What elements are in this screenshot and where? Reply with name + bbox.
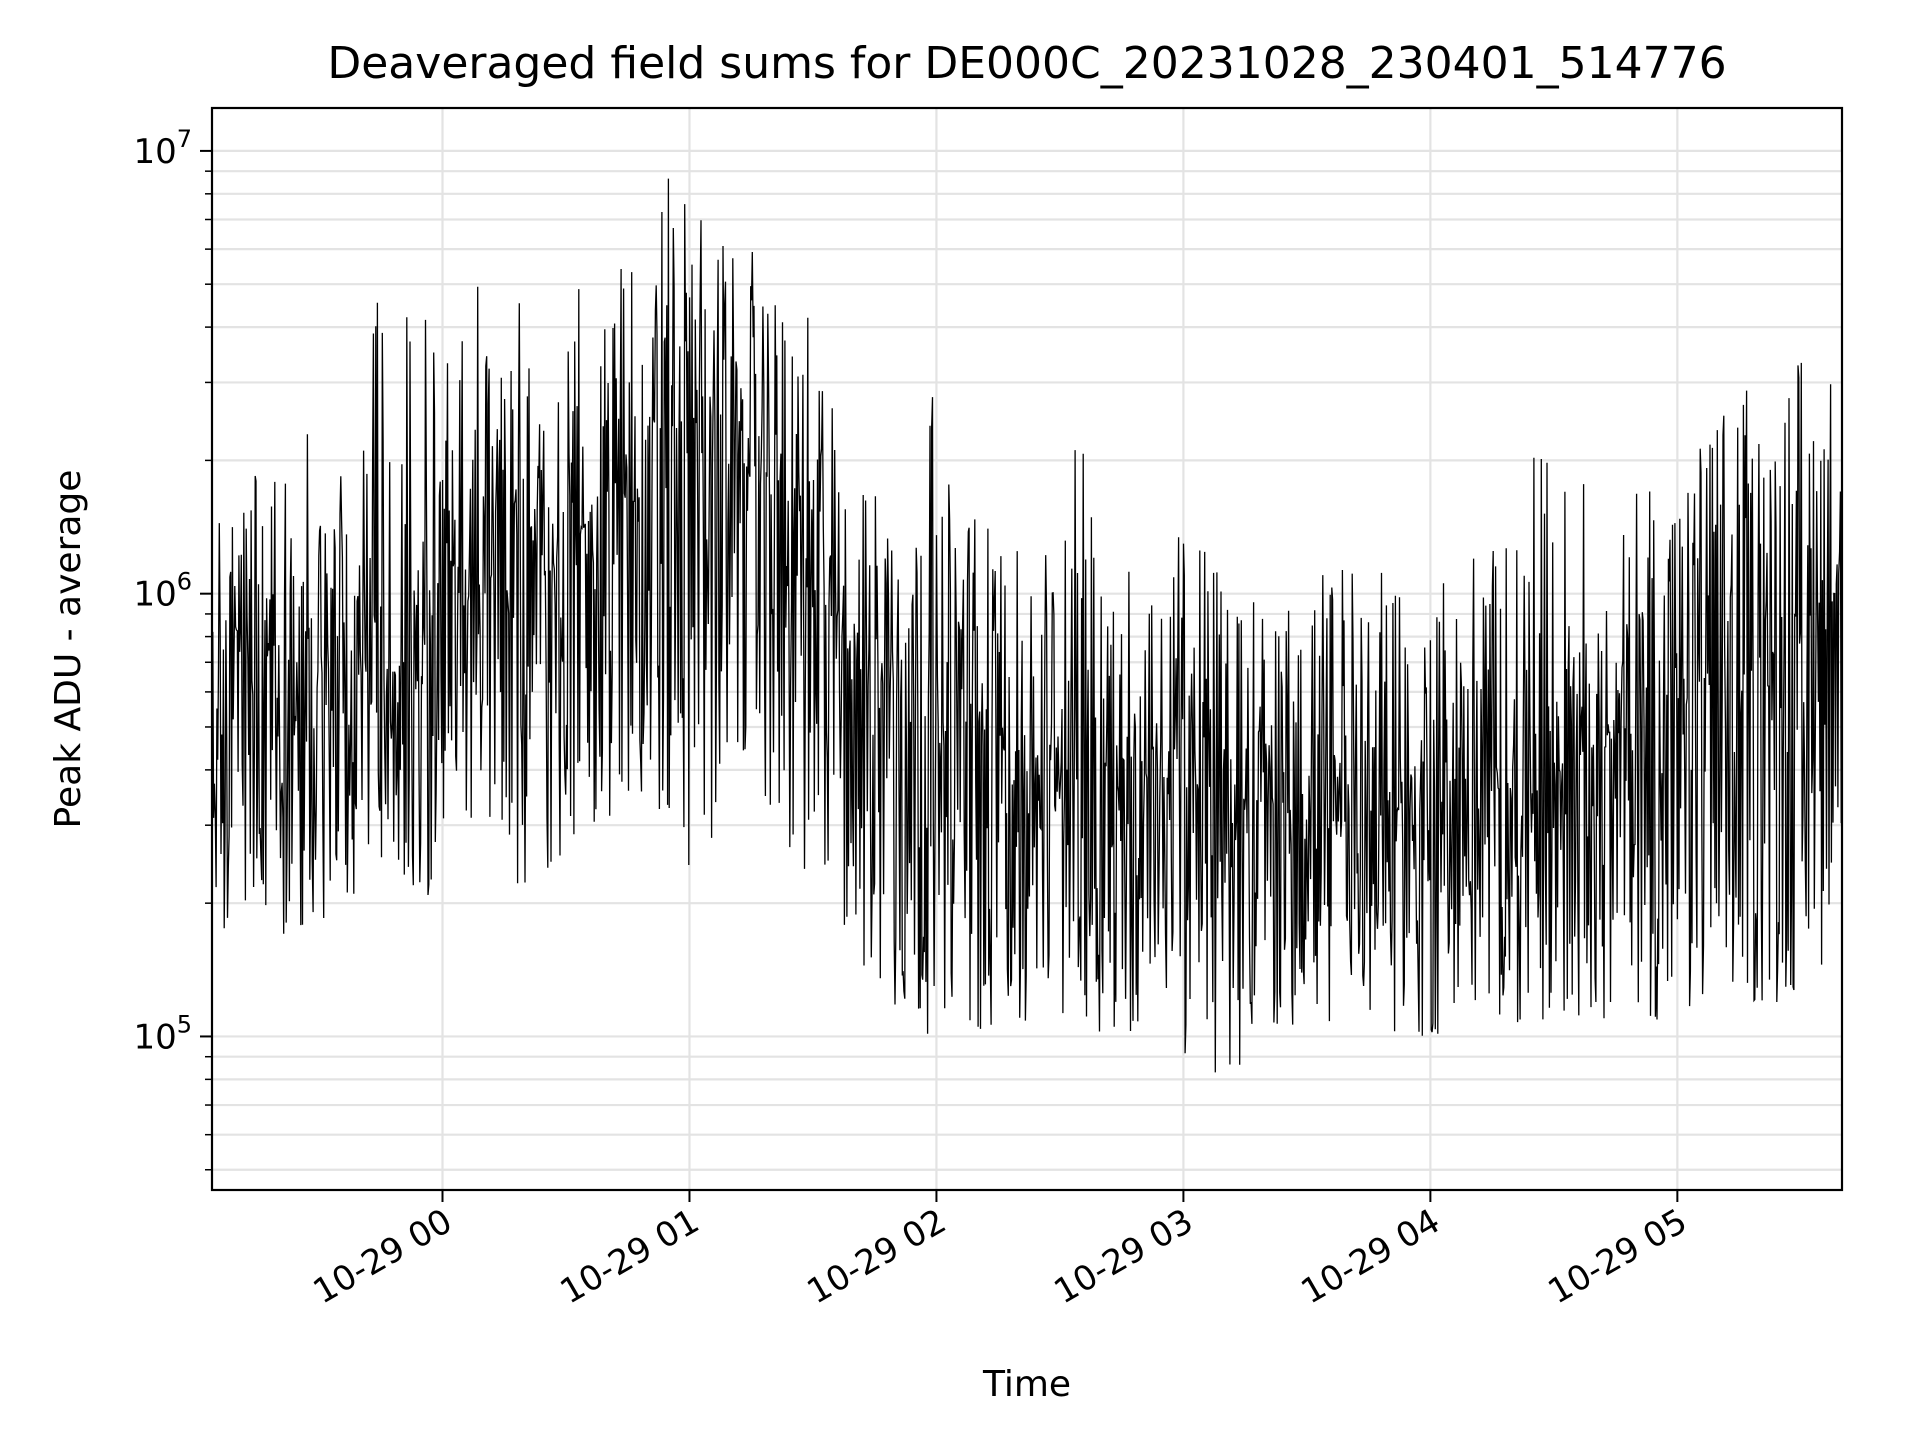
- x-axis-label: Time: [982, 1364, 1071, 1405]
- series-path: [211, 178, 1843, 1073]
- chart-title: Deaveraged field sums for DE000C_2023102…: [327, 38, 1726, 89]
- y-axis-label: Peak ADU - average: [48, 470, 89, 829]
- series-line: [211, 178, 1843, 1073]
- y-tick-label: 106: [133, 568, 192, 615]
- plot-frame: [210, 106, 1844, 1192]
- y-tick-label: 105: [133, 1010, 192, 1057]
- y-tick-label: 107: [133, 125, 192, 172]
